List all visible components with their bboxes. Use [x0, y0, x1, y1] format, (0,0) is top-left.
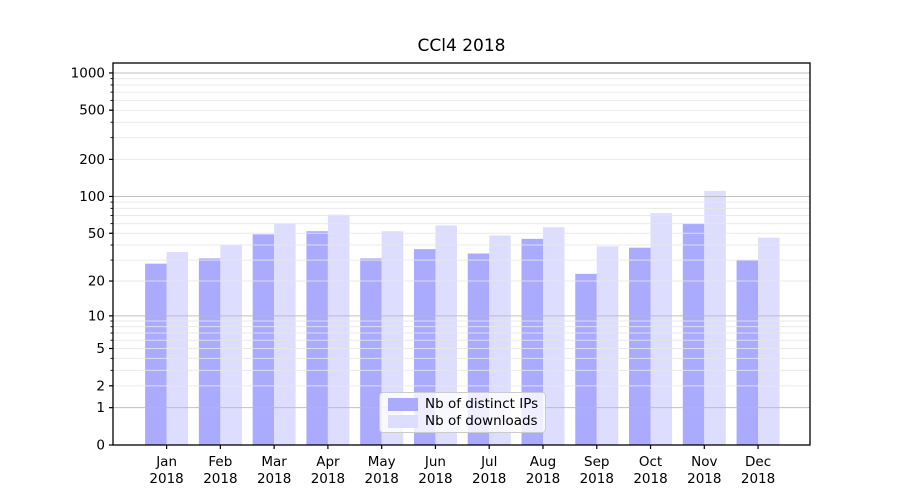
x-tick-label-year: 2018	[418, 471, 452, 487]
bar-downloads-feb	[220, 245, 242, 445]
y-tick-label: 10	[88, 308, 105, 324]
legend-label-distinct-ips: Nb of distinct IPs	[425, 396, 539, 412]
bar-distinct-ips-oct	[629, 247, 651, 445]
legend-label-downloads: Nb of downloads	[425, 413, 538, 429]
x-tick-label-year: 2018	[472, 471, 506, 487]
y-tick-label: 5	[96, 341, 105, 357]
bar-distinct-ips-dec	[736, 260, 759, 445]
x-tick-label-year: 2018	[311, 471, 345, 487]
bar-downloads-nov	[704, 190, 726, 445]
legend: Nb of distinct IPs Nb of downloads	[379, 392, 546, 433]
x-tick-label-month: Jan	[155, 454, 177, 470]
y-tick-label: 200	[79, 152, 105, 168]
x-tick-label-month: May	[368, 454, 396, 470]
legend-swatch-distinct-ips	[388, 397, 418, 411]
y-tick-label: 1000	[71, 65, 105, 81]
x-tick-label-month: Feb	[208, 454, 232, 470]
y-tick-label: 2	[96, 378, 105, 394]
bar-distinct-ips-feb	[198, 258, 221, 445]
x-tick-label-year: 2018	[149, 471, 183, 487]
legend-swatch-downloads	[388, 414, 418, 428]
bar-downloads-dec	[758, 237, 780, 445]
x-tick-label-year: 2018	[365, 471, 399, 487]
x-tick-label-year: 2018	[687, 471, 721, 487]
x-tick-label-month: Nov	[691, 454, 717, 470]
x-tick-label-year: 2018	[526, 471, 560, 487]
x-tick-label-month: Dec	[745, 454, 771, 470]
x-tick-label-month: Jun	[424, 454, 446, 470]
y-tick-label: 500	[79, 103, 105, 119]
bar-downloads-jun	[435, 225, 457, 445]
plot-border	[112, 62, 811, 446]
x-tick-label-year: 2018	[257, 471, 291, 487]
y-tick-label: 0	[96, 438, 105, 454]
bar-distinct-ips-sep	[575, 273, 597, 445]
bar-downloads-mar	[274, 223, 296, 445]
x-tick-label-year: 2018	[203, 471, 237, 487]
x-tick-label-month: Mar	[261, 454, 287, 470]
bar-downloads-apr	[327, 214, 350, 445]
bar-distinct-ips-apr	[306, 231, 328, 445]
x-tick-label-month: Apr	[316, 454, 340, 470]
x-tick-label-year: 2018	[741, 471, 775, 487]
x-tick-label-month: Oct	[639, 454, 662, 470]
chart-title: CCl4 2018	[417, 36, 506, 56]
y-tick-label: 50	[88, 226, 105, 242]
x-tick-label-year: 2018	[633, 471, 667, 487]
x-tick-label-month: Aug	[530, 454, 556, 470]
bar-downloads-aug	[542, 227, 565, 445]
bar-distinct-ips-may	[360, 258, 382, 445]
y-tick-label: 1	[96, 400, 105, 416]
x-tick-label-year: 2018	[580, 471, 614, 487]
bar-distinct-ips-mar	[252, 234, 275, 445]
legend-item-downloads: Nb of downloads	[388, 413, 538, 429]
bar-downloads-may	[381, 231, 404, 445]
bar-downloads-oct	[650, 213, 673, 445]
bar-distinct-ips-nov	[682, 223, 705, 445]
bar-downloads-sep	[596, 246, 619, 445]
x-tick-label-month: Jul	[480, 454, 497, 470]
x-tick-label-month: Sep	[584, 454, 609, 470]
bar-distinct-ips-jan	[145, 263, 167, 445]
legend-item-distinct-ips: Nb of distinct IPs	[388, 396, 539, 412]
y-tick-label: 100	[79, 189, 105, 205]
y-tick-label: 20	[88, 274, 105, 290]
